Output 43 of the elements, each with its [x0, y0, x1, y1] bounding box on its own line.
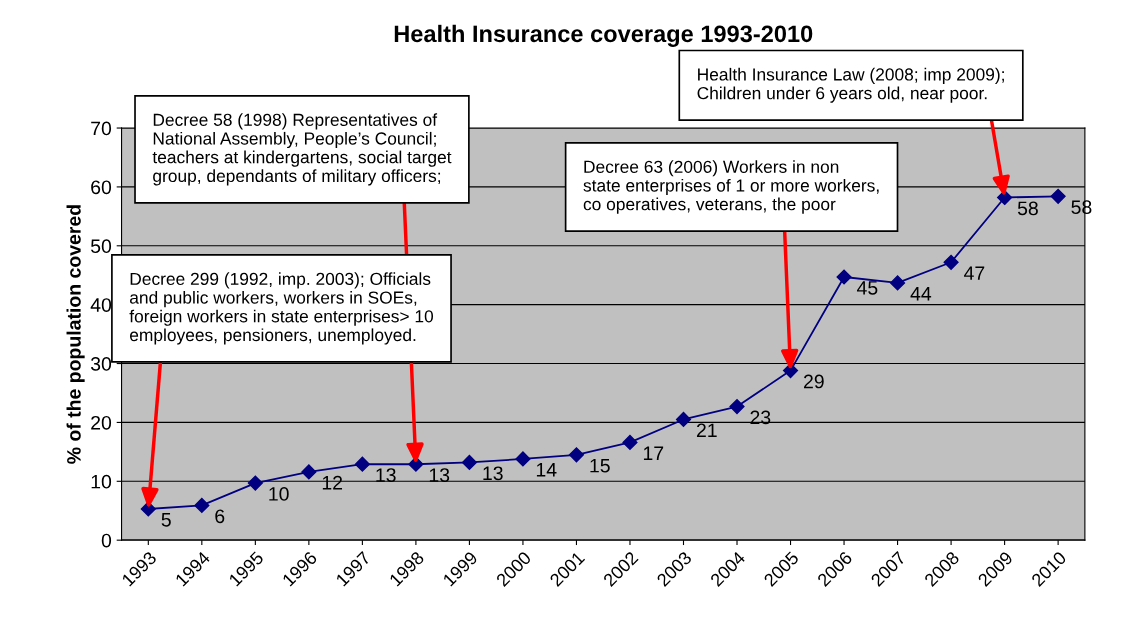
- y-axis-title: % of the population covered: [66, 205, 85, 464]
- chart-title: Health Insurance coverage 1993-2010: [394, 24, 813, 47]
- annotation: Decree 63 (2006) Workers in non state enterprises of 1 or more workers, co operatives, veterans, the poor: [583, 160, 879, 214]
- data-label: 10: [269, 487, 289, 501]
- annotation: Decree 58 (1998) Representatives of National Assembly, People’s Council; teachers at kindergartens, social target group, dependants of military officers;: [152, 113, 452, 186]
- point: [301, 464, 317, 480]
- data-label: 13: [376, 468, 396, 482]
- data-label: 17: [643, 446, 664, 460]
- point: [675, 411, 692, 428]
- data-label: 6: [215, 509, 225, 524]
- data-label: 29: [804, 374, 824, 389]
- point: [943, 254, 959, 270]
- y-tick-label: 70: [91, 121, 112, 136]
- y-tick-label: 40: [90, 298, 112, 312]
- data-label: 45: [856, 281, 878, 295]
- y-tick-label: 10: [91, 474, 112, 489]
- y-tick-label: 30: [90, 357, 112, 371]
- data-label: 13: [429, 468, 450, 482]
- data-label: 44: [910, 287, 932, 301]
- y-tick-label: 60: [91, 180, 112, 195]
- point: [461, 454, 477, 471]
- data-label: 47: [964, 266, 985, 280]
- data-label: 58: [1017, 201, 1038, 216]
- y-tick-label: 50: [90, 239, 112, 254]
- annotation: Health Insurance Law (2008; imp 2009); Children under 6 years old, near poor.: [697, 67, 1004, 103]
- point: [247, 475, 263, 491]
- point: [194, 497, 210, 514]
- point: [622, 434, 638, 451]
- point: [515, 451, 531, 467]
- data-label: 14: [536, 463, 557, 477]
- point: [729, 398, 745, 415]
- data-label: 13: [483, 466, 503, 481]
- point: [568, 447, 585, 463]
- data-label: 15: [590, 458, 610, 473]
- y-tick-label: 0: [101, 533, 112, 548]
- point: [354, 456, 370, 472]
- point: [1050, 188, 1066, 204]
- data-label: 21: [696, 423, 717, 438]
- point: [889, 275, 906, 291]
- annotation: Decree 299 (1992, imp. 2003); Officials and public workers, workers in SOEs, foreign workers in state enterprises> 10 employees, pensioners, unemployed.: [129, 272, 434, 345]
- data-label: 5: [161, 513, 171, 527]
- point: [836, 269, 852, 285]
- y-tick-label: 20: [91, 415, 112, 430]
